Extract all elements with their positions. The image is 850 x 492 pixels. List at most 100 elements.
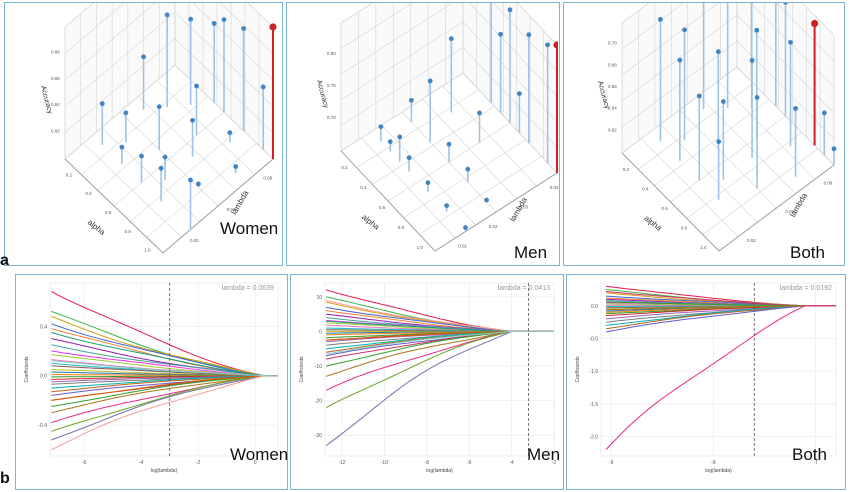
panel-title: Men — [514, 243, 548, 262]
panel-men-3d: 0.2 0.4 0.6 0.8 1.0 0.01 0.02 0.03 0.04 0.70 0.75 0… — [286, 2, 560, 266]
lambda-tick-label: 0.04 — [550, 185, 558, 190]
data-point — [821, 110, 827, 116]
wall-gridline — [220, 3, 274, 54]
data-point — [444, 203, 450, 208]
data-point — [99, 101, 105, 107]
data-point — [507, 7, 513, 13]
alpha-tick-label: 0.6 — [105, 210, 112, 215]
coefficient-path — [325, 330, 554, 391]
accuracy-tick-label: 0.86 — [51, 76, 60, 81]
panel-title: Women — [220, 219, 279, 238]
alpha-tick-label: 0.2 — [623, 167, 630, 172]
data-point — [406, 155, 412, 161]
accuracy-tick-label: 0.82 — [608, 127, 617, 132]
data-point — [260, 84, 266, 90]
accuracy-tick-label: 0.88 — [608, 62, 617, 67]
data-point — [831, 146, 837, 152]
lambda-axis-title: lambda — [788, 191, 809, 219]
coefficient-path — [51, 291, 278, 377]
data-point — [387, 139, 393, 145]
x-tick-label: -12 — [338, 460, 345, 466]
lambda-tick-label: 0.02 — [747, 238, 756, 243]
accuracy-tick-label: 0.75 — [327, 83, 336, 88]
coefficient-path — [51, 323, 278, 377]
alpha-tick-label: 0.6 — [379, 205, 386, 210]
floor-gridline — [403, 139, 526, 218]
floor-gridline — [686, 132, 802, 219]
data-point — [448, 36, 454, 42]
coefficient-path — [51, 310, 278, 377]
lambda-tick-label: 0.08 — [824, 180, 833, 185]
accuracy-tick-label: 0.70 — [327, 115, 336, 120]
coefficient-path — [51, 315, 278, 377]
x-tick-label: -8 — [711, 460, 716, 466]
y-tick-label: -10 — [315, 364, 322, 370]
accuracy-tick-label: 0.88 — [51, 49, 60, 54]
coefficient-path — [51, 375, 278, 408]
chart-women-3d: 0.2 0.4 0.6 0.8 1.0 0.02 0.04 0.08 0.82 0.84 0.86 0… — [39, 3, 277, 254]
x-axis-title: log(lambda) — [151, 468, 178, 474]
y-axis-title: Coefficients — [299, 356, 305, 383]
plot-area — [324, 282, 555, 457]
coefficient-path — [51, 375, 278, 441]
x-tick-label: -6 — [467, 460, 472, 466]
alpha-tick-label: 1.0 — [417, 245, 424, 250]
coefficient-path — [326, 330, 554, 355]
y-tick-label: 0.0 — [591, 304, 598, 310]
data-point — [716, 139, 722, 145]
data-point — [190, 117, 195, 123]
coefficient-path — [326, 306, 554, 332]
alpha-tick-label: 0.8 — [681, 226, 688, 231]
panel-title: Men — [527, 445, 561, 464]
panel-men-path: -12 -10 -8 -6 -4 -2 -30 -20 -10 0 10 log(lambda) Coe… — [290, 274, 564, 490]
chart-both-path: -9 -8 -7 -2.0 -1.5 -1.0 -0.5 0.0 log(lambda) Coef… — [575, 282, 837, 474]
lambda-tick-label: 0.08 — [263, 176, 272, 181]
data-point — [477, 110, 482, 116]
y-tick-label: -30 — [315, 433, 322, 439]
data-point — [677, 57, 683, 63]
coefficient-path — [606, 305, 836, 333]
lambda-tick-label: 0.03 — [519, 204, 528, 209]
wall-gridline — [64, 3, 156, 81]
alpha-tick-label: 0.2 — [341, 165, 348, 170]
data-point — [119, 144, 125, 150]
coefficient-path — [51, 375, 278, 432]
best-point — [269, 23, 277, 31]
data-point — [221, 17, 227, 22]
row-b-label: b — [0, 470, 10, 487]
floor-gridline — [717, 81, 816, 180]
chart-both-3d: 0.2 0.4 0.6 0.8 1.0 0.02 0.04 0.08 0.82 0.84 0.86 0… — [596, 3, 837, 252]
alpha-tick-label: 0.4 — [360, 185, 367, 190]
panel-women-path: -6 -4 -2 0 -0.4 0.0 0.4 log(lambda) Coefficients… — [15, 274, 288, 490]
data-point — [720, 99, 726, 104]
y-axis-title: Coefficients — [575, 356, 581, 383]
x-tick-label: -2 — [196, 460, 201, 466]
chart-men-3d: 0.2 0.4 0.6 0.8 1.0 0.01 0.02 0.03 0.04 0.70 0.75 0… — [315, 3, 558, 252]
y-tick-label: -0.5 — [589, 336, 598, 342]
lambda-tick-label: 0.04 — [785, 209, 794, 214]
coefficient-path — [51, 375, 278, 389]
lambda-annotation: lambda = 0.0413 — [498, 285, 550, 292]
panel-title: Both — [790, 243, 825, 262]
data-point — [517, 91, 522, 97]
coefficient-path — [325, 330, 554, 447]
coefficient-path — [606, 291, 836, 307]
data-point — [233, 164, 239, 169]
lambda-tick-label: 0.04 — [227, 207, 236, 212]
data-point — [545, 42, 550, 48]
coefficient-path — [325, 330, 554, 367]
data-point — [696, 93, 702, 99]
data-point — [188, 16, 194, 22]
lambda-axis-title: lambda — [229, 189, 250, 217]
panel-title: Both — [792, 445, 827, 464]
x-tick-label: -4 — [509, 460, 514, 466]
wall-gridline — [64, 3, 125, 54]
data-point — [158, 165, 164, 171]
alpha-tick-label: 1.0 — [144, 248, 151, 253]
floor-gridline — [156, 80, 255, 175]
data-point — [754, 95, 760, 100]
x-tick-label: 0 — [254, 460, 257, 466]
floor-gridline — [442, 85, 537, 187]
data-point — [194, 83, 199, 89]
x-tick-label: -9 — [609, 460, 614, 466]
